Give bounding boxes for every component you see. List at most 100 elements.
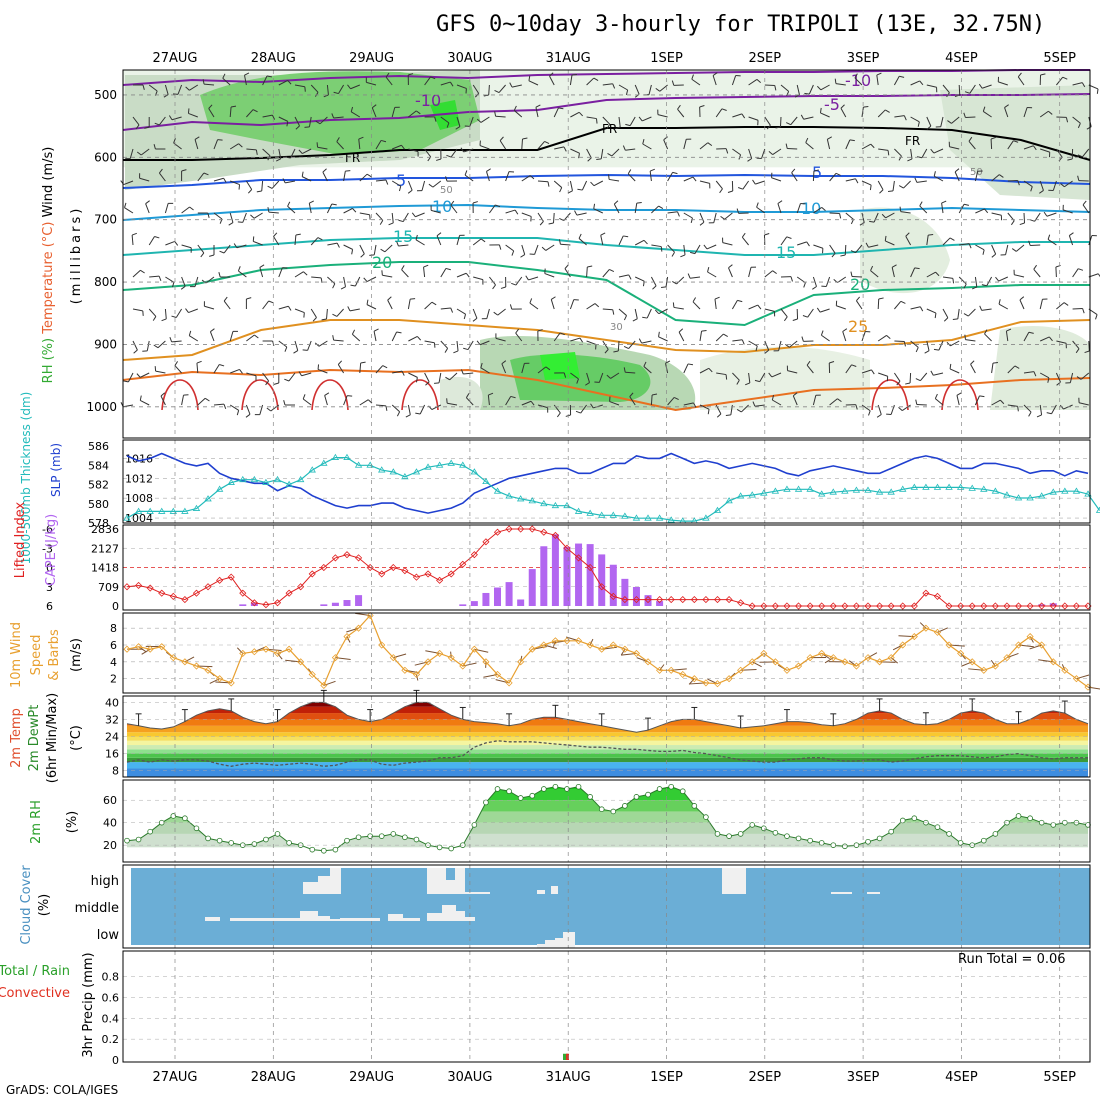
wind-barb-flag — [896, 380, 901, 386]
wind-barb-flag — [396, 241, 399, 247]
lifted-index-marker — [632, 596, 641, 604]
wind-barb-flag — [298, 149, 303, 154]
wind-barb — [238, 270, 247, 278]
wind-barb — [586, 148, 592, 159]
wind-barb — [319, 116, 328, 125]
wind-barb-flag — [511, 250, 515, 256]
cloud-bar — [867, 892, 880, 894]
wind-barb-flag — [819, 107, 822, 114]
wind-barb — [164, 203, 169, 214]
wind-barb — [495, 115, 506, 118]
wind-barb — [589, 638, 594, 646]
lifted-index-marker — [285, 589, 293, 597]
thickness-marker — [771, 487, 780, 494]
wind-barb-flag — [287, 305, 292, 311]
wind-barb-flag — [964, 91, 970, 94]
wind-barb-flag — [900, 300, 906, 304]
wind-barb — [813, 244, 824, 249]
wind-barb — [974, 171, 979, 182]
wind-barb — [467, 340, 474, 350]
wind-barb-flag — [273, 232, 278, 237]
wind-speed-marker — [123, 645, 131, 653]
wind-barb — [317, 146, 328, 150]
wind-barb — [958, 84, 961, 96]
wind-barb — [415, 674, 419, 681]
lifted-index-marker — [1049, 602, 1057, 610]
wind-barb — [649, 171, 652, 182]
wind-barb-flag — [772, 270, 777, 275]
wind-barb — [1062, 209, 1073, 214]
wind-barb-flag — [1017, 72, 1022, 78]
wind-barb-flag — [991, 253, 996, 258]
y-tick-label: 0 — [46, 562, 53, 575]
wind-barb-flag — [558, 107, 564, 110]
wind-speed-marker — [297, 658, 305, 666]
thickness-marker — [215, 485, 224, 492]
date-label-bottom: 28AUG — [251, 1070, 296, 1085]
wind-barb — [569, 180, 573, 191]
thickness-marker — [980, 485, 988, 492]
thickness-marker — [841, 487, 849, 494]
wind-barb-flag — [707, 409, 710, 415]
cloud-bar — [340, 918, 380, 921]
cape-bar — [528, 569, 536, 606]
wind-barb — [229, 212, 234, 223]
wind-barb — [602, 340, 609, 350]
wind-barb — [877, 109, 886, 118]
wind-barb-flag — [501, 360, 507, 365]
wind-barb — [618, 308, 627, 316]
y-tick-label: 2127 — [91, 542, 119, 555]
wind-barb — [926, 308, 937, 314]
wind-barb-flag — [606, 374, 611, 379]
wind-barb — [812, 170, 815, 182]
wind-barb — [440, 307, 451, 310]
y-axis-label: CAPE (J/kg) — [44, 514, 59, 586]
wind-barb-flag — [574, 210, 578, 216]
y-tick-label: 600 — [94, 150, 117, 164]
wind-barb-flag — [1040, 73, 1046, 76]
wind-speed-marker — [192, 662, 201, 670]
wind-barb-flag — [842, 328, 848, 332]
wind-barb — [521, 363, 525, 374]
wind-barb-flag — [1048, 110, 1053, 115]
wind-barb-flag — [680, 254, 686, 258]
wind-barb — [336, 141, 344, 150]
lifted-index-marker — [598, 583, 606, 591]
rh-marker — [286, 840, 292, 846]
thickness-marker — [447, 459, 455, 466]
wind-speed-marker — [945, 641, 953, 649]
wind-barb-flag — [652, 285, 657, 290]
wind-barb-flag — [169, 337, 173, 343]
wind-barb — [259, 267, 264, 278]
y-axis-units: 3hr Precip (mm) — [81, 952, 96, 1057]
wind-barb — [407, 299, 411, 310]
cloud-bar — [230, 918, 300, 921]
wind-barb-flag — [140, 269, 145, 274]
wind-barb — [990, 138, 993, 150]
wind-speed-marker — [1049, 658, 1057, 666]
footer-credit: GrADS: COLA/IGES — [6, 1083, 119, 1097]
thickness-marker — [783, 485, 791, 492]
rh-marker — [205, 835, 211, 842]
wind-barb-flag — [636, 202, 642, 204]
wind-barb — [732, 148, 741, 156]
wind-barb-flag — [1047, 377, 1050, 383]
wind-barb-flag — [741, 232, 746, 238]
thickness-marker — [1061, 487, 1069, 494]
wind-barb — [845, 364, 852, 374]
cape-bar — [1038, 604, 1046, 606]
wind-barb — [570, 337, 581, 342]
wind-barb — [553, 212, 555, 224]
lifted-index-marker — [273, 599, 282, 607]
rh-marker — [182, 815, 188, 821]
wind-barb-flag — [999, 399, 1005, 405]
wind-barb-flag — [859, 222, 865, 226]
rh-marker — [899, 817, 906, 824]
wind-barb-flag — [265, 380, 270, 386]
y-tick-label: 2836 — [91, 523, 119, 536]
wind-speed-marker — [910, 633, 918, 641]
lifted-index-marker — [737, 599, 745, 607]
wind-barb — [290, 148, 296, 159]
wind-barb — [392, 144, 402, 150]
wind-barb — [771, 177, 782, 182]
